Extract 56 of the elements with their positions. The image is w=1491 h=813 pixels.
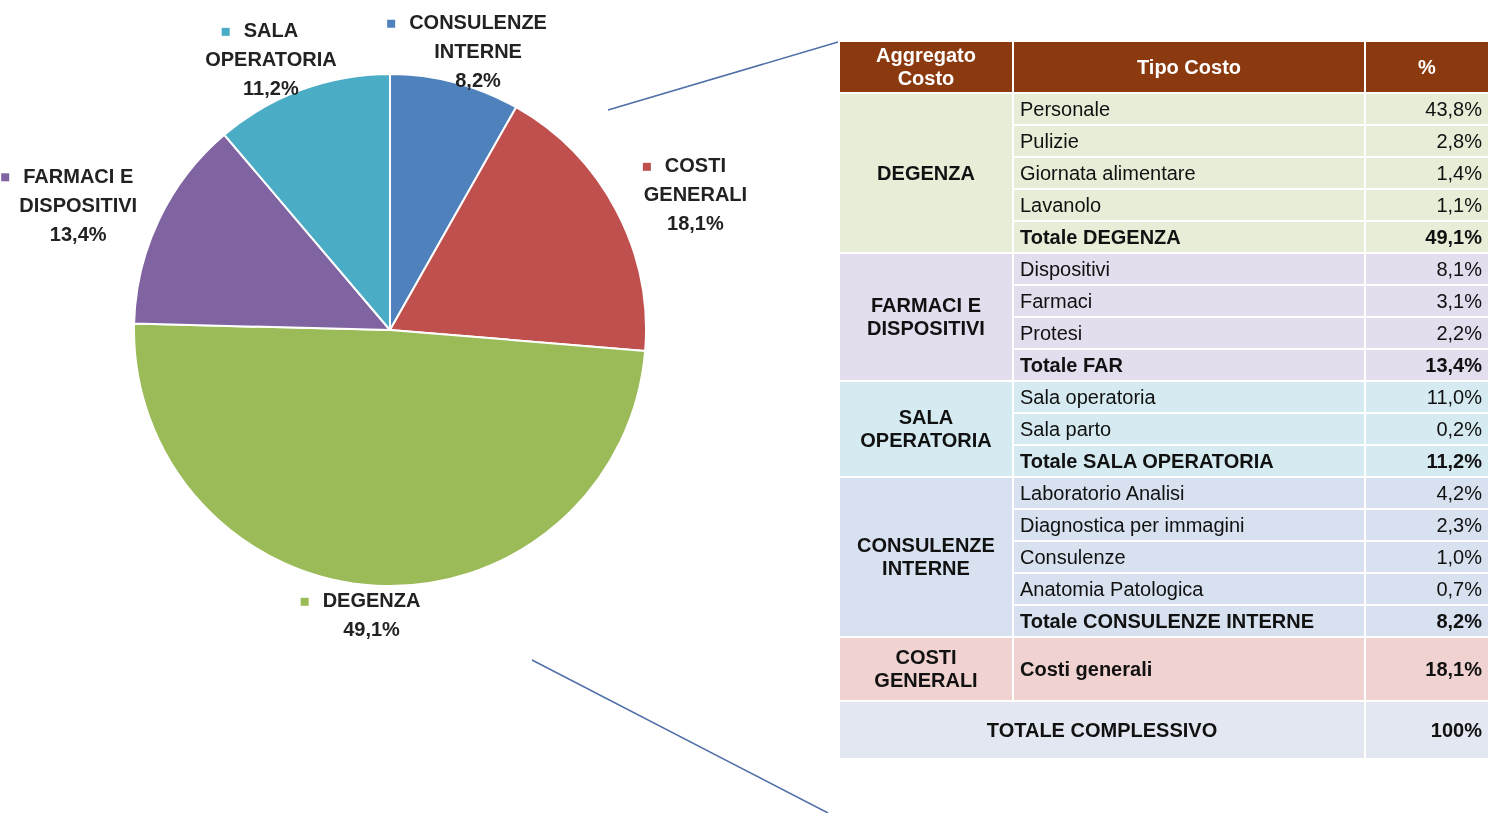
category-label: Sala operatoria [1013, 381, 1365, 413]
category-label: Totale FAR [1013, 349, 1365, 381]
legend-label: DEGENZA [322, 589, 421, 612]
category-label: TOTALE COMPLESSIVO [839, 701, 1365, 759]
data-label: 1,0% [1365, 541, 1489, 573]
category-label: Diagnostica per immagini [1013, 509, 1365, 541]
text: SALA OPERATORIA [860, 406, 992, 451]
category-label: Sala parto [1013, 413, 1365, 445]
text: % [1365, 41, 1489, 93]
data-label: 11,0% [1365, 381, 1489, 413]
data-label: 11,2% [243, 77, 299, 100]
data-label: 11,2% [1365, 445, 1489, 477]
text: COSTI GENERALI [874, 646, 978, 691]
text: DEGENZA [877, 161, 975, 184]
data-label: 13,4% [1365, 349, 1489, 381]
legend-label: COSTI GENERALI [643, 154, 748, 206]
data-label: 43,8% [1365, 93, 1489, 125]
category-label: Totale DEGENZA [1013, 221, 1365, 253]
data-label: 0,2% [1365, 413, 1489, 445]
legend-label: FARMACI E DISPOSITIVI [19, 164, 138, 216]
data-label: 18,1% [1365, 637, 1489, 701]
text: Tipo Costo [1013, 41, 1365, 93]
text: CONSULENZE INTERNE [857, 534, 995, 579]
data-label: 100% [1365, 701, 1489, 759]
category-label: Anatomia Patologica [1013, 573, 1365, 605]
data-label: 8,2% [455, 69, 502, 92]
category-label: Protesi [1013, 317, 1365, 349]
category-label: Dispositivi [1013, 253, 1365, 285]
category-label: Laboratorio Analisi [1013, 477, 1365, 509]
text: FARMACI E DISPOSITIVI [867, 294, 985, 339]
legend-label: CONSULENZE INTERNE [409, 11, 547, 63]
data-label: 2,2% [1365, 317, 1489, 349]
data-label: 49,1% [1365, 221, 1489, 253]
category-label: Totale CONSULENZE INTERNE [1013, 605, 1365, 637]
data-label: 3,1% [1365, 285, 1489, 317]
data-label: 13,4% [49, 222, 107, 245]
data-label: 0,7% [1365, 573, 1489, 605]
category-label: Giornata alimentare [1013, 157, 1365, 189]
data-label: 8,1% [1365, 253, 1489, 285]
data-label: 18,1% [667, 212, 724, 235]
data-label: 2,8% [1365, 125, 1489, 157]
data-label: 1,1% [1365, 189, 1489, 221]
data-label: 4,2% [1365, 477, 1489, 509]
category-label: Consulenze [1013, 541, 1365, 573]
data-label: 8,2% [1365, 605, 1489, 637]
category-label: Pulizie [1013, 125, 1365, 157]
category-label: Farmaci [1013, 285, 1365, 317]
category-label: Costi generali [1013, 637, 1365, 701]
category-label: Lavanolo [1013, 189, 1365, 221]
data-label: 1,4% [1365, 157, 1489, 189]
data-label: 49,1% [343, 618, 401, 641]
category-label: Personale [1013, 93, 1365, 125]
text: Aggregato Costo [839, 41, 1013, 93]
category-label: Totale SALA OPERATORIA [1013, 445, 1365, 477]
data-label: 2,3% [1365, 509, 1489, 541]
legend-label: SALA OPERATORIA [205, 19, 337, 71]
